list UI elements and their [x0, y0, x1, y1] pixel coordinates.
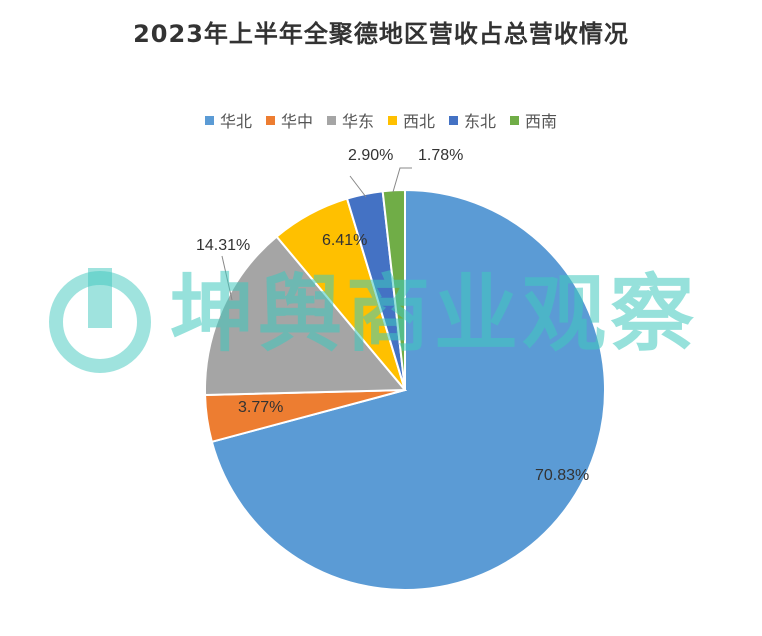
legend-label: 华北: [219, 112, 252, 131]
legend-item: 华中: [265, 108, 313, 132]
watermark: 坤舆商业观察: [170, 265, 699, 363]
chart-title: 2023年上半年全聚德地区营收占总营收情况: [133, 20, 629, 48]
data-label: 3.77%: [238, 399, 283, 416]
legend-item: 华北: [204, 108, 252, 132]
data-label: 6.41%: [322, 232, 367, 249]
pie-slice-华北: [210, 188, 606, 591]
leader-line: [392, 167, 412, 193]
data-label: 1.78%: [418, 147, 463, 164]
watermark-pencil-icon: [88, 268, 112, 328]
data-label: 14.31%: [196, 237, 250, 254]
data-label: 2.90%: [348, 147, 393, 164]
legend-label: 西南: [525, 112, 558, 131]
leader-line: [221, 255, 233, 301]
legend-swatch: [265, 115, 275, 125]
legend-item: 西北: [388, 108, 435, 132]
legend-label: 华东: [341, 112, 374, 131]
legend-swatch: [204, 115, 214, 125]
legend-item: 华东: [326, 108, 374, 132]
legend-swatch: [326, 115, 336, 125]
leader-line: [349, 175, 367, 198]
legend-item: 西南: [510, 108, 557, 132]
legend-swatch: [510, 115, 520, 125]
legend-label: 西北: [403, 112, 436, 131]
data-label: 70.83%: [535, 467, 589, 484]
legend-label: 华中: [280, 112, 313, 131]
legend-swatch: [388, 115, 397, 125]
pie-slice-华东: [204, 235, 408, 397]
legend: 华北 华中 华东 西北 东北 西南: [0, 108, 762, 132]
legend-item: 东北: [449, 108, 496, 132]
legend-swatch: [449, 115, 459, 125]
legend-label: 东北: [464, 112, 497, 131]
